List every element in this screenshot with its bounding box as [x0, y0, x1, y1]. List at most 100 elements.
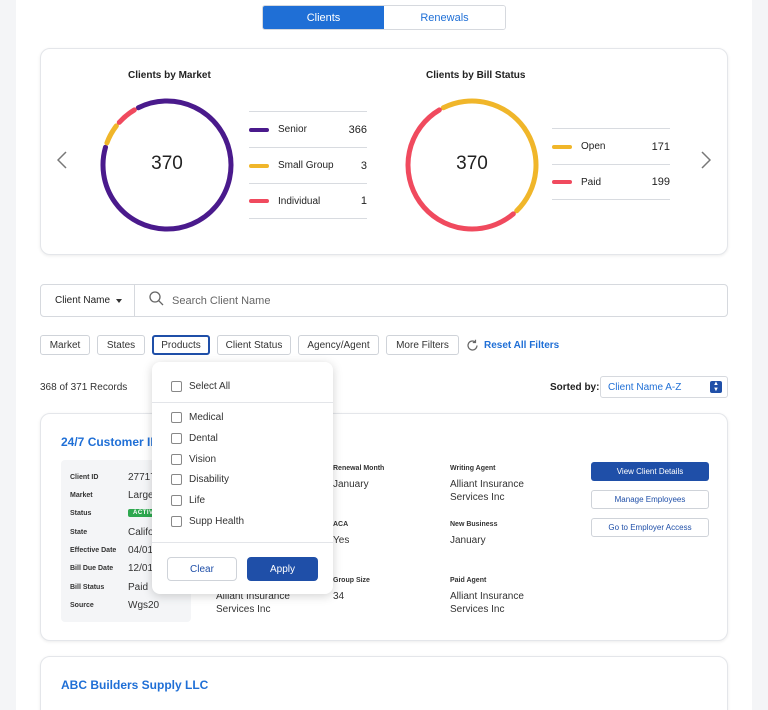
bill-total: 370 [456, 153, 488, 174]
chevron-left-icon[interactable] [56, 151, 67, 174]
apply-button[interactable]: Apply [247, 557, 318, 581]
search-field-label: Client Name [55, 295, 111, 306]
legend-label: Senior [278, 124, 307, 135]
market-total: 370 [151, 153, 183, 174]
option-dental[interactable]: Dental [171, 433, 218, 444]
field-agency: Alliant Insurance Services Inc [216, 590, 326, 616]
client-name-link[interactable]: 24/7 Customer INC [61, 435, 168, 449]
legend-item-paid: Paid 199 [552, 164, 670, 200]
legend-value: 1 [360, 195, 367, 207]
info-label: Bill Status [70, 584, 105, 591]
option-life[interactable]: Life [171, 495, 205, 506]
option-label: Select All [189, 381, 231, 392]
employer-access-button[interactable]: Go to Employer Access [591, 518, 709, 537]
info-value: 12/01 [128, 563, 154, 574]
info-effective-date: Effective Date 04/01 [70, 545, 153, 556]
donut-segment-paid [405, 107, 516, 232]
field-value: 34 [333, 591, 345, 602]
search-input[interactable] [172, 294, 652, 307]
legend-item-small-group: Small Group 3 [249, 147, 367, 183]
bill-donut [405, 98, 539, 232]
chevron-right-icon[interactable] [701, 151, 712, 174]
reset-filters-button[interactable]: Reset All Filters [466, 339, 559, 352]
field-value: Yes [333, 535, 350, 546]
checkbox[interactable] [171, 495, 182, 506]
option-disability[interactable]: Disability [171, 474, 229, 485]
info-source: Source Wgs20 [70, 600, 159, 611]
select-all-option[interactable]: Select All [171, 381, 230, 392]
legend-swatch [552, 180, 572, 184]
filter-agency-agent[interactable]: Agency/Agent [298, 335, 379, 355]
clear-button[interactable]: Clear [167, 557, 237, 581]
field-label: Renewal Month [333, 465, 385, 472]
summary-card: Clients by Market 370 Senior 366 Small G… [40, 48, 728, 255]
field-value: January [333, 479, 369, 490]
info-value: Paid [128, 582, 149, 593]
checkbox[interactable] [171, 412, 182, 423]
info-label: Market [70, 492, 93, 499]
field-renewal-month: Renewal Month January [333, 465, 443, 491]
info-label: Effective Date [70, 547, 117, 554]
sort-label: Sorted by: [550, 382, 600, 393]
checkbox[interactable] [171, 433, 182, 444]
field-paid-agent: Paid Agent Alliant Insurance Services Inc [450, 577, 560, 616]
legend-label: Open [581, 141, 606, 152]
tab-clients[interactable]: Clients [263, 6, 384, 29]
option-medical[interactable]: Medical [171, 412, 223, 423]
field-label: ACA [333, 521, 349, 528]
bill-legend: Open 171 Paid 199 [552, 128, 670, 200]
donut-segment-individual [116, 107, 137, 125]
legend-value: 3 [360, 159, 367, 172]
sort-value: Client Name A-Z [608, 381, 682, 393]
field-value: Alliant Insurance Services Inc [450, 479, 524, 503]
field-value: Alliant Insurance Services Inc [450, 591, 524, 615]
reset-filters-label: Reset All Filters [484, 340, 560, 351]
donut-segment-small-group [104, 123, 119, 146]
legend-item-senior: Senior 366 [249, 111, 367, 147]
info-label: Source [70, 602, 94, 609]
view-client-details-button[interactable]: View Client Details [591, 462, 709, 481]
page: Clients Renewals Clients by Market 370 S… [16, 0, 752, 710]
legend-value: 199 [651, 176, 670, 188]
client-card: 24/7 Customer INC Client ID 27717 Market L… [40, 413, 728, 641]
filter-client-status[interactable]: Client Status [217, 335, 291, 355]
search-field-select[interactable]: Client Name [41, 285, 135, 316]
legend-item-individual: Individual 1 [249, 183, 367, 219]
option-label: Medical [189, 412, 224, 423]
filter-products[interactable]: Products [152, 335, 210, 355]
sort-select[interactable]: Client Name A-Z ▲ ▼ [600, 376, 728, 398]
option-label: Life [189, 495, 206, 506]
legend-swatch [552, 144, 572, 149]
option-label: Vision [189, 454, 217, 465]
market-chart-title: Clients by Market [128, 70, 211, 81]
info-label: State [70, 529, 88, 536]
divider [152, 542, 333, 543]
search-bar: Client Name [40, 284, 728, 317]
option-vision[interactable]: Vision [171, 454, 216, 465]
checkbox[interactable] [171, 454, 182, 465]
products-dropdown: Select All Medical Dental Vision Disabil… [152, 362, 333, 594]
refresh-icon [467, 339, 478, 351]
market-donut [100, 98, 234, 232]
divider [152, 402, 333, 403]
filter-market[interactable]: Market [40, 335, 90, 355]
client-name-link[interactable]: ABC Builders Supply LLC [61, 678, 209, 692]
legend-item-open: Open 171 [552, 128, 670, 164]
filter-states[interactable]: States [97, 335, 145, 355]
tab-renewals[interactable]: Renewals [384, 6, 505, 29]
field-value: January [450, 535, 486, 546]
view-tabs: Clients Renewals [262, 5, 506, 30]
manage-employees-button[interactable]: Manage Employees [591, 490, 709, 509]
option-supp-health[interactable]: Supp Health [171, 516, 244, 527]
filter-more[interactable]: More Filters [386, 335, 459, 355]
legend-swatch [249, 127, 269, 132]
checkbox[interactable] [171, 381, 182, 392]
info-label: Client ID [70, 474, 99, 481]
option-label: Supp Health [189, 516, 245, 527]
checkbox[interactable] [171, 516, 182, 527]
legend-value: 366 [348, 123, 367, 136]
caret-down-icon [116, 298, 123, 303]
info-client-id: Client ID 27717 [70, 472, 156, 483]
field-label: Group Size [333, 577, 370, 584]
checkbox[interactable] [171, 474, 182, 485]
